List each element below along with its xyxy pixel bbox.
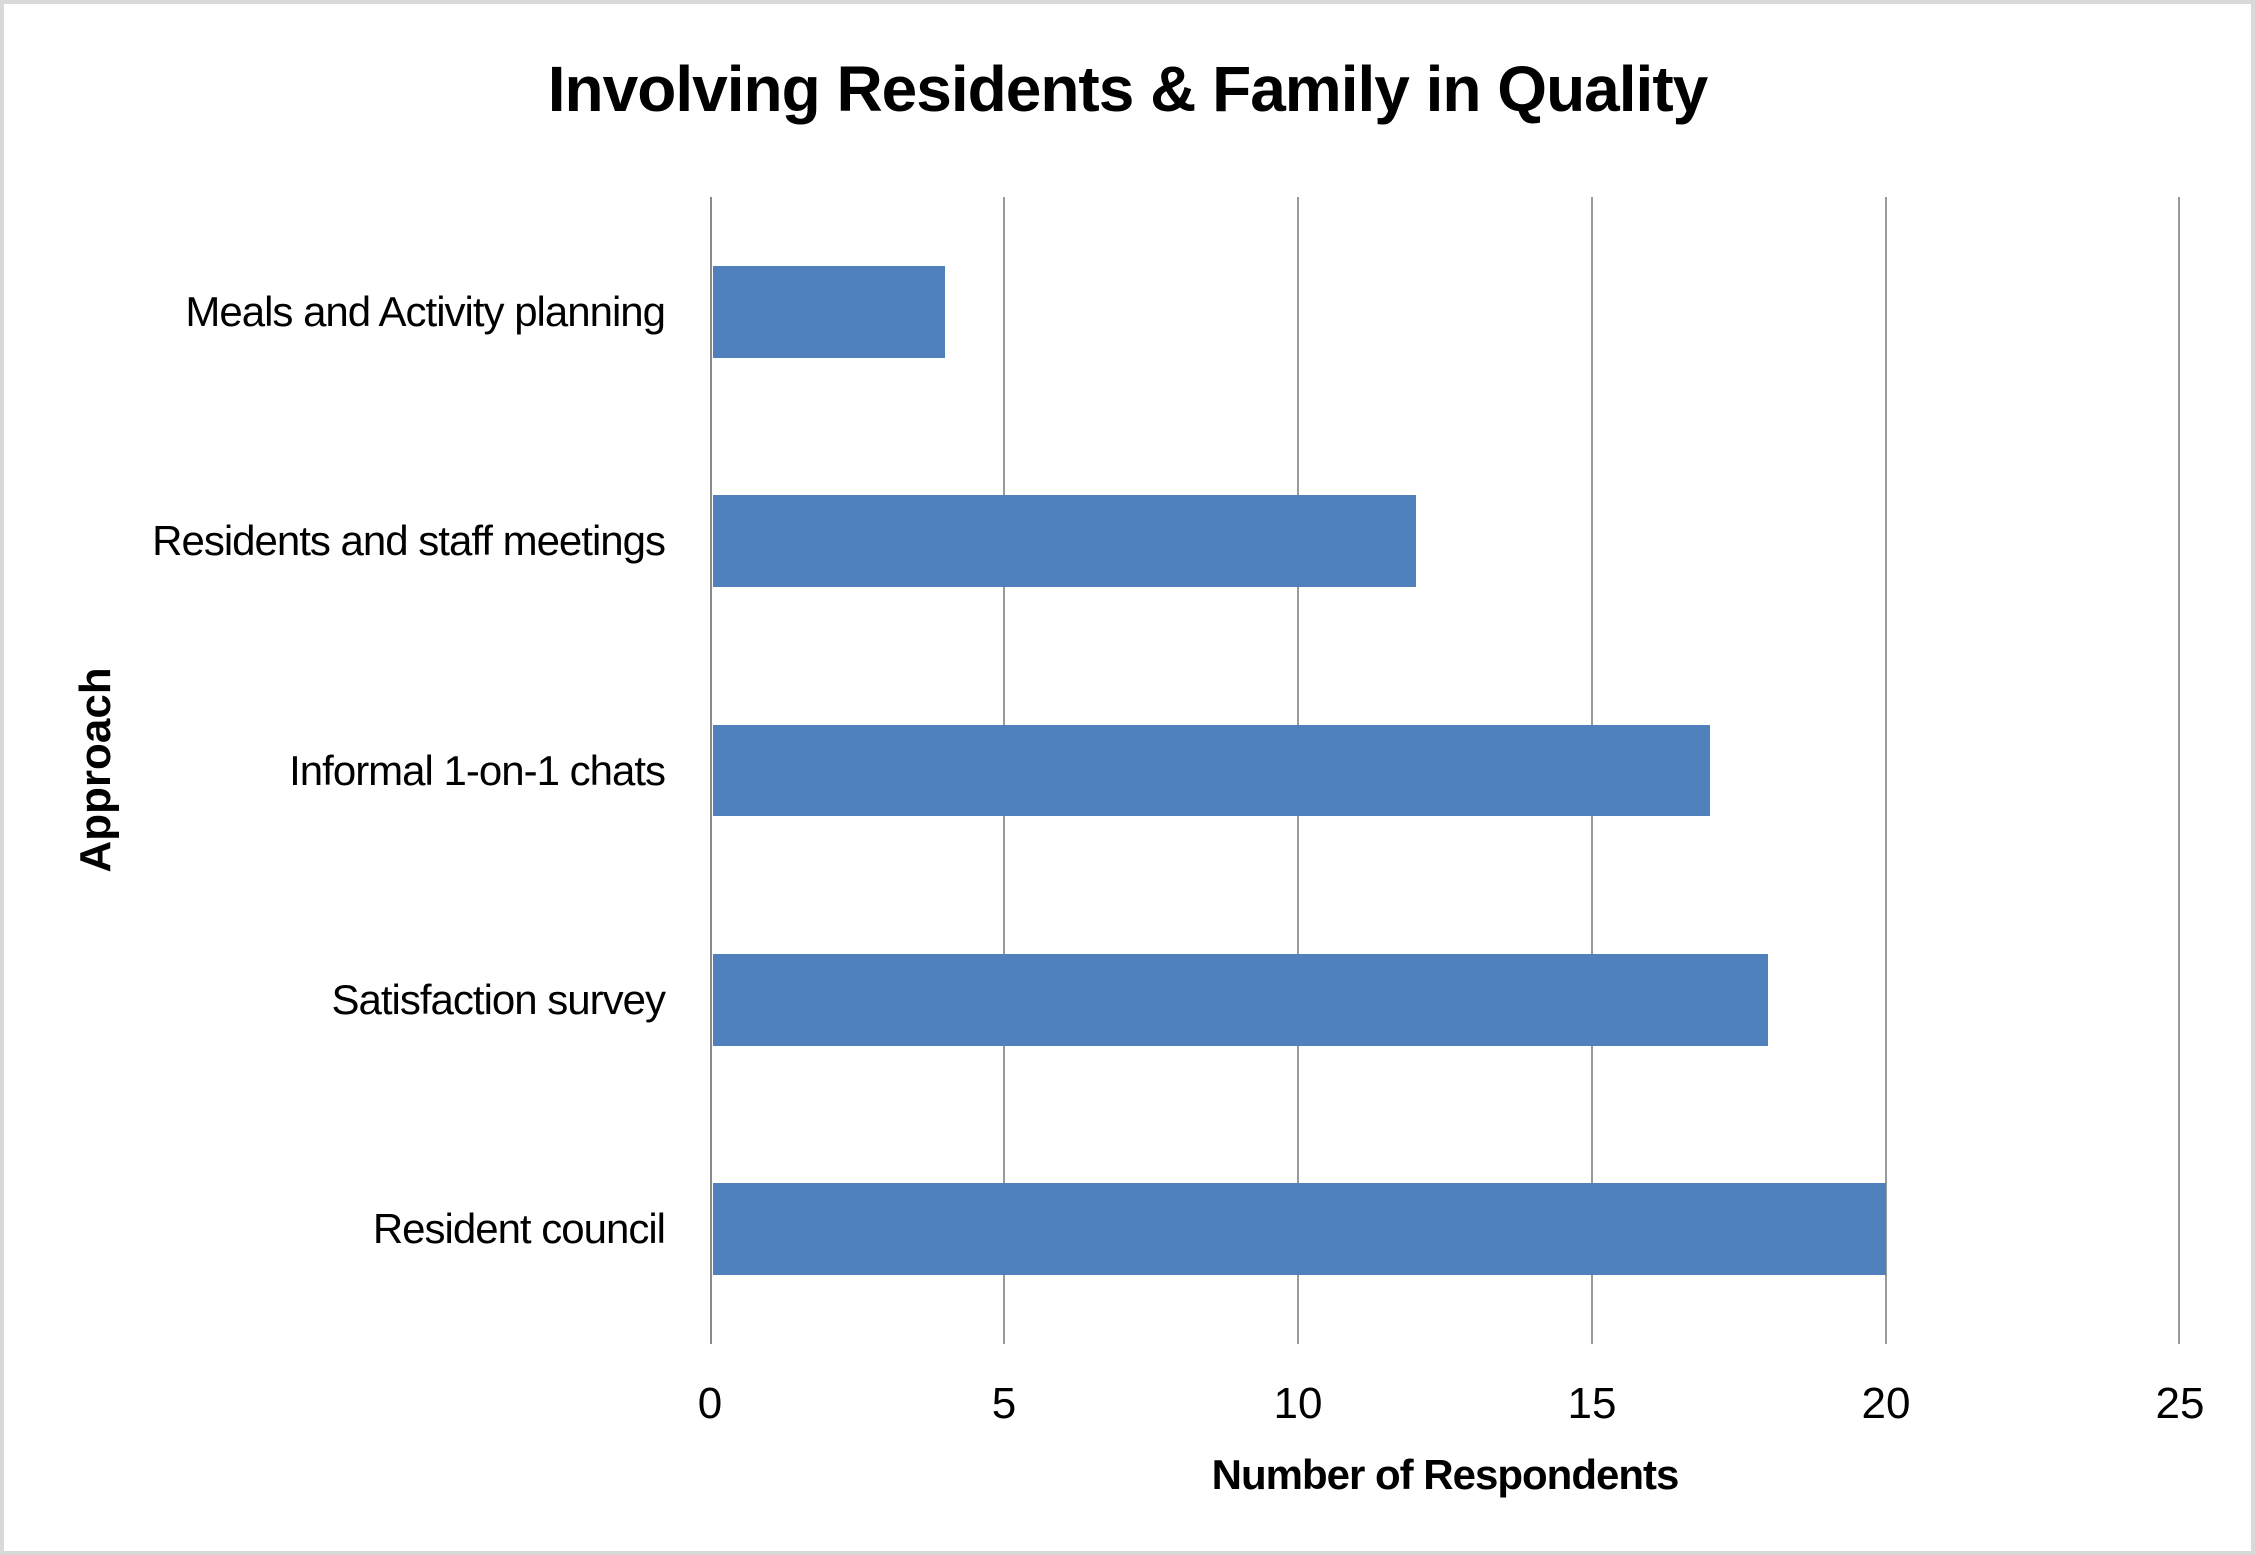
x-tick-label: 10 — [1273, 1379, 1323, 1428]
bar — [713, 724, 1710, 817]
x-tick-label: 25 — [2155, 1379, 2205, 1428]
chart-title: Involving Residents & Family in Quality — [547, 53, 1708, 125]
bar — [713, 954, 1769, 1046]
gridline — [710, 197, 712, 1344]
category-label: Resident council — [372, 1205, 666, 1253]
x-tick-label: 5 — [991, 1379, 1017, 1428]
plot-area — [710, 197, 2180, 1344]
x-axis-title: Number of Respondents — [1211, 1451, 1680, 1498]
x-axis-line — [710, 1343, 2182, 1346]
x-tick-label: 20 — [1861, 1379, 1911, 1428]
category-label: Informal 1-on-1 chats — [289, 746, 666, 794]
x-tick-label: 0 — [697, 1379, 723, 1428]
category-label: Meals and Activity planning — [185, 287, 666, 335]
category-labels: Meals and Activity planning Residents and… — [4, 197, 666, 1344]
category-label: Residents and staff meetings — [152, 517, 666, 565]
x-tick-label: 15 — [1567, 1379, 1617, 1428]
category-label: Satisfaction survey — [331, 975, 666, 1023]
bar — [713, 1183, 1886, 1276]
gridline — [1885, 197, 1887, 1344]
x-axis-ticks: 0 5 10 15 20 25 — [698, 1366, 2205, 1442]
bar — [713, 265, 946, 358]
bar — [713, 495, 1416, 587]
gridline — [2178, 197, 2180, 1344]
